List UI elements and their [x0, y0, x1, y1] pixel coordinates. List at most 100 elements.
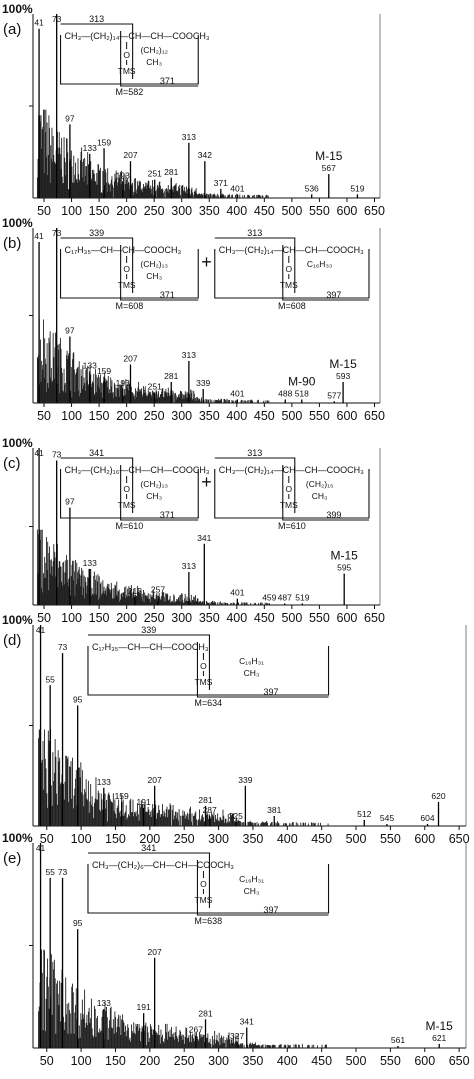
x-tick-label: 350	[199, 611, 220, 625]
peak-label-595: 595	[337, 563, 351, 573]
x-tick-label: 150	[105, 832, 126, 846]
tms-label: TMS	[194, 895, 212, 905]
fragment-mass-top: 339	[141, 625, 156, 635]
x-tick-label: 100	[61, 409, 82, 423]
spectrum-panel-b: 100% (b) 50 100 150 200 250 300 350 400 450 500 550 6…	[2, 216, 385, 423]
tms-label: TMS	[280, 280, 298, 290]
x-tick-label: 450	[311, 832, 332, 846]
peak-label-97: 97	[65, 326, 75, 336]
peak-label-593: 593	[336, 371, 350, 381]
x-tick-label: 250	[174, 1054, 195, 1068]
peak-label-327: 327	[230, 1031, 244, 1041]
molecule-chain: CH₃—(CH₂)₁₆—CH—CH—COOCH₃	[65, 465, 210, 475]
x-tick-label: 550	[309, 204, 330, 218]
x-tick-label: 550	[380, 1054, 401, 1068]
x-tick-label: 350	[243, 832, 264, 846]
x-tick-label: 350	[199, 204, 220, 218]
peak-label-95: 95	[73, 694, 83, 704]
molecule-mass-bracket	[59, 469, 199, 519]
branch-chain: (CH₂)₁₅	[306, 479, 334, 489]
peak-label-73: 73	[52, 14, 62, 24]
branch-end: CH₃	[244, 886, 260, 896]
background-peaks	[38, 729, 329, 826]
x-tick-label: 250	[144, 611, 165, 625]
x-tick-label: 200	[116, 611, 137, 625]
peak-label-341: 341	[240, 1017, 254, 1027]
x-tick-label: 250	[174, 832, 195, 846]
x-tick-label: 50	[37, 204, 51, 218]
fragment-bracket-bottom	[120, 31, 199, 87]
peak-label-401: 401	[230, 389, 244, 399]
x-tick-label: 350	[199, 409, 220, 423]
x-tick-label: 450	[254, 409, 275, 423]
panel-label: (e)	[3, 850, 21, 867]
peak-label-281: 281	[198, 1008, 212, 1018]
x-tick-label: 650	[364, 611, 385, 625]
tms-label: TMS	[118, 500, 136, 510]
annotation-m-15: M-15	[426, 1019, 454, 1033]
x-tick-label: 500	[281, 611, 302, 625]
peak-label-459: 459	[262, 592, 276, 602]
molecular-mass-label: M=610	[278, 521, 306, 531]
oxygen-label: O	[285, 264, 292, 274]
peak-label-401: 401	[230, 588, 244, 598]
plus-sign: +	[201, 472, 212, 492]
x-tick-label: 600	[337, 204, 358, 218]
peak-label-339: 339	[238, 775, 252, 785]
x-tick-label: 550	[309, 409, 330, 423]
peak-label-55: 55	[45, 867, 55, 877]
peak-label-257: 257	[151, 585, 165, 595]
x-tick-label: 300	[171, 611, 192, 625]
structure-diagram-2: CH₃—(CH₂)₁₄—CH—CH—COOCH₃ O TMS (CH₂)₁₅ CH₃ 31…	[214, 448, 370, 531]
x-tick-label: 300	[208, 1054, 229, 1068]
x-tick-label: 300	[171, 204, 192, 218]
x-tick-label: 600	[414, 832, 435, 846]
background-peaks	[38, 949, 327, 1048]
peak-label-207: 207	[123, 150, 137, 160]
fragment-bracket-top	[214, 457, 296, 513]
peak-label-371: 371	[214, 178, 228, 188]
annotation-m-15: M-15	[331, 549, 359, 563]
x-tick-label: 400	[226, 409, 247, 423]
fragment-mass-bottom: 371	[160, 510, 175, 520]
molecular-mass-label: M=608	[115, 301, 143, 311]
peak-label-401: 401	[230, 183, 244, 193]
x-tick-label: 300	[208, 832, 229, 846]
tms-label: TMS	[118, 280, 136, 290]
fragment-bracket-top	[87, 852, 211, 908]
x-tick-label: 450	[254, 204, 275, 218]
peak-label-621: 621	[432, 1033, 446, 1043]
fragment-bracket-bottom	[282, 465, 369, 521]
peak-label-159: 159	[97, 366, 111, 376]
peak-label-519: 519	[295, 592, 309, 602]
fragment-bracket-top	[60, 237, 134, 293]
x-tick-label: 150	[89, 611, 110, 625]
peak-label-97: 97	[65, 497, 75, 507]
peak-label-207: 207	[148, 775, 162, 785]
peak-label-133: 133	[97, 998, 111, 1008]
x-tick-label: 200	[116, 204, 137, 218]
peak-label-133: 133	[83, 361, 97, 371]
branch-end: CH₃	[146, 491, 162, 501]
panel-label: (b)	[3, 235, 21, 252]
fragment-mass-bottom: 397	[263, 687, 278, 697]
x-tick-label: 600	[414, 1054, 435, 1068]
fragment-bracket-bottom	[120, 465, 199, 521]
molecule-mass-bracket	[87, 864, 330, 914]
molecule-mass-bracket	[59, 249, 199, 299]
annotation-m-90: M-90	[288, 375, 316, 389]
fragment-bracket-top	[87, 634, 211, 690]
molecular-mass-label: M=634	[194, 698, 222, 708]
x-tick-label: 500	[346, 1054, 367, 1068]
x-tick-label: 650	[449, 1054, 470, 1068]
fragment-bracket-top	[60, 23, 134, 79]
panel-label: (a)	[3, 21, 21, 38]
x-tick-label: 500	[346, 832, 367, 846]
peak-label-95: 95	[73, 918, 83, 928]
x-tick-label: 650	[364, 204, 385, 218]
plus-sign: +	[201, 252, 212, 272]
x-tick-label: 50	[40, 832, 54, 846]
x-tick-label: 100	[61, 611, 82, 625]
molecule-chain: CH₃—(CH₂)₁₄—CH—CH—COOCH₃	[219, 465, 364, 475]
